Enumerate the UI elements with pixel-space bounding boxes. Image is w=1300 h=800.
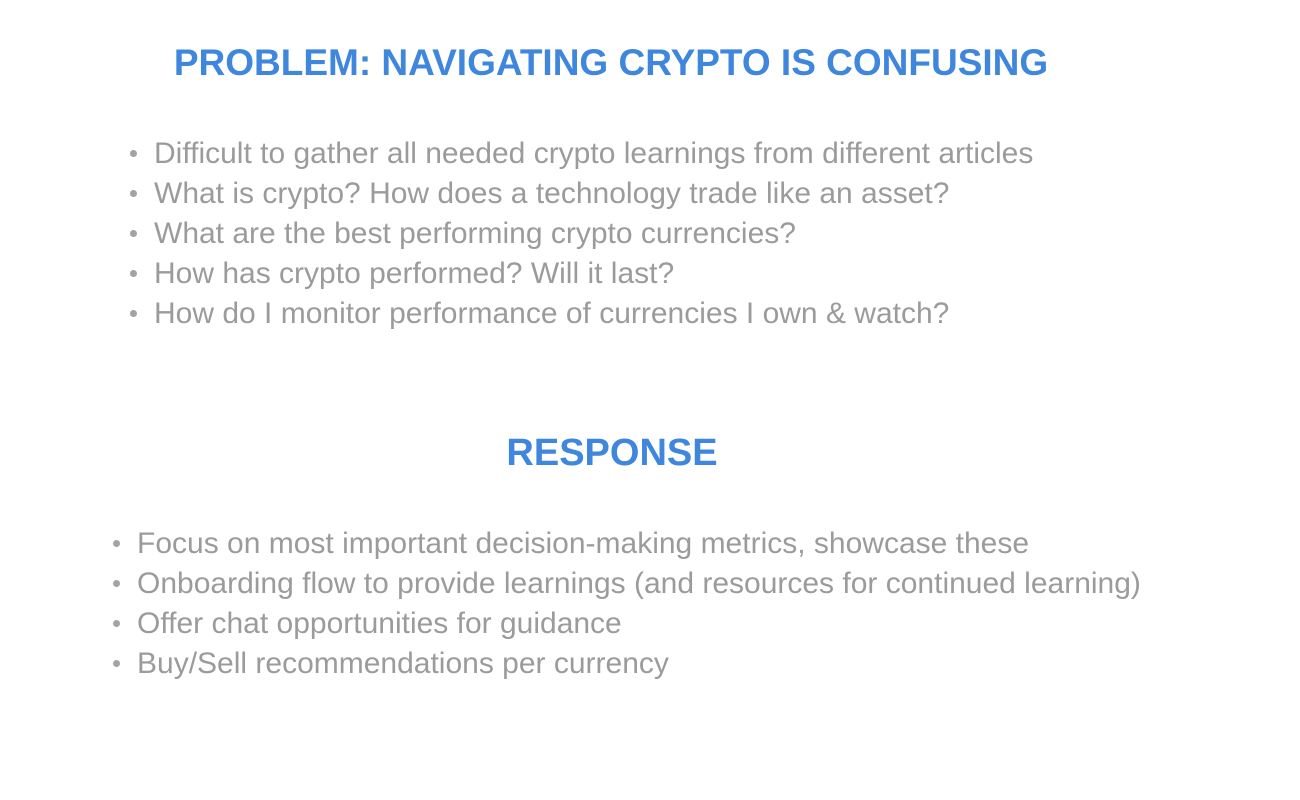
bullet-icon <box>130 150 137 157</box>
bullet-icon <box>130 310 137 317</box>
problem-item-text: How do I monitor performance of currenci… <box>154 297 950 330</box>
bullet-icon <box>130 270 137 277</box>
problem-heading: PROBLEM: NAVIGATING CRYPTO IS CONFUSING <box>173 42 1049 83</box>
response-item-text: Buy/Sell recommendations per currency <box>137 647 669 680</box>
response-item-text: Offer chat opportunities for guidance <box>137 607 622 640</box>
response-item: Offer chat opportunities for guidance <box>113 604 1141 644</box>
problem-item: What are the best performing crypto curr… <box>130 214 1033 254</box>
response-item-text: Focus on most important decision-making … <box>137 527 1030 560</box>
problem-item: How do I monitor performance of currenci… <box>130 294 1033 334</box>
response-item: Onboarding flow to provide learnings (an… <box>113 564 1141 604</box>
problem-item-text: What is crypto? How does a technology tr… <box>154 177 950 210</box>
bullet-icon <box>113 540 120 547</box>
problem-item-text: What are the best performing crypto curr… <box>154 217 796 250</box>
bullet-icon <box>113 660 120 667</box>
problem-item-text: How has crypto performed? Will it last? <box>154 257 675 290</box>
bullet-icon <box>130 190 137 197</box>
bullet-icon <box>113 620 120 627</box>
problem-item: How has crypto performed? Will it last? <box>130 254 1033 294</box>
problem-item: What is crypto? How does a technology tr… <box>130 174 1033 214</box>
problem-item: Difficult to gather all needed crypto le… <box>130 134 1033 174</box>
problem-item-text: Difficult to gather all needed crypto le… <box>154 137 1034 170</box>
bullet-icon <box>113 580 120 587</box>
response-list: Focus on most important decision-making … <box>113 524 1141 684</box>
response-item: Buy/Sell recommendations per currency <box>113 644 1141 684</box>
problem-list: Difficult to gather all needed crypto le… <box>130 134 1033 334</box>
response-item-text: Onboarding flow to provide learnings (an… <box>137 567 1141 600</box>
response-heading: RESPONSE <box>506 432 718 474</box>
bullet-icon <box>130 230 137 237</box>
response-item: Focus on most important decision-making … <box>113 524 1141 564</box>
